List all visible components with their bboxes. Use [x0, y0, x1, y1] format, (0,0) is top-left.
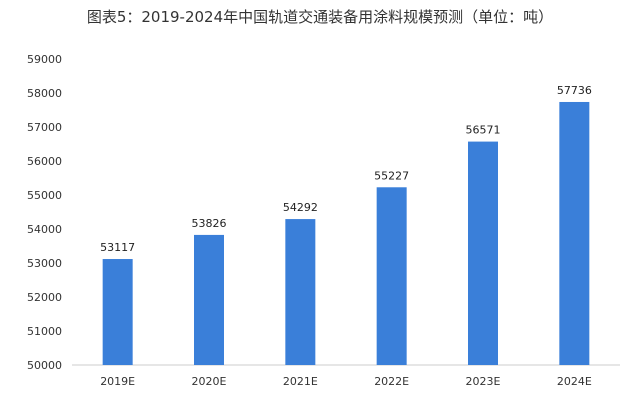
data-label: 54292 — [283, 201, 318, 214]
bar — [285, 219, 316, 365]
x-tick-label: 2023E — [466, 375, 501, 388]
x-tick-label: 2021E — [283, 375, 318, 388]
y-tick-label: 59000 — [27, 53, 62, 66]
bar — [559, 101, 590, 365]
bar — [376, 187, 407, 365]
y-tick-label: 54000 — [27, 223, 62, 236]
y-tick-label: 51000 — [27, 325, 62, 338]
y-tick-label: 55000 — [27, 189, 62, 202]
y-tick-label: 56000 — [27, 155, 62, 168]
chart-title: 图表5：2019-2024年中国轨道交通装备用涂料规模预测（单位：吨） — [86, 8, 554, 26]
bar — [194, 234, 224, 365]
data-label: 57736 — [557, 84, 592, 97]
x-tick-label: 2024E — [557, 375, 592, 388]
data-label: 55227 — [374, 169, 409, 182]
y-tick-label: 52000 — [27, 291, 62, 304]
data-label: 56571 — [466, 124, 501, 137]
bar — [102, 259, 133, 365]
y-tick-label: 57000 — [27, 121, 62, 134]
y-tick-label: 53000 — [27, 257, 62, 270]
x-tick-label: 2022E — [374, 375, 409, 388]
data-label: 53826 — [192, 217, 227, 230]
x-tick-label: 2020E — [192, 375, 227, 388]
y-tick-label: 58000 — [27, 87, 62, 100]
bar — [468, 141, 498, 365]
data-label: 53117 — [100, 241, 135, 254]
y-tick-label: 50000 — [27, 359, 62, 372]
x-tick-label: 2019E — [100, 375, 135, 388]
